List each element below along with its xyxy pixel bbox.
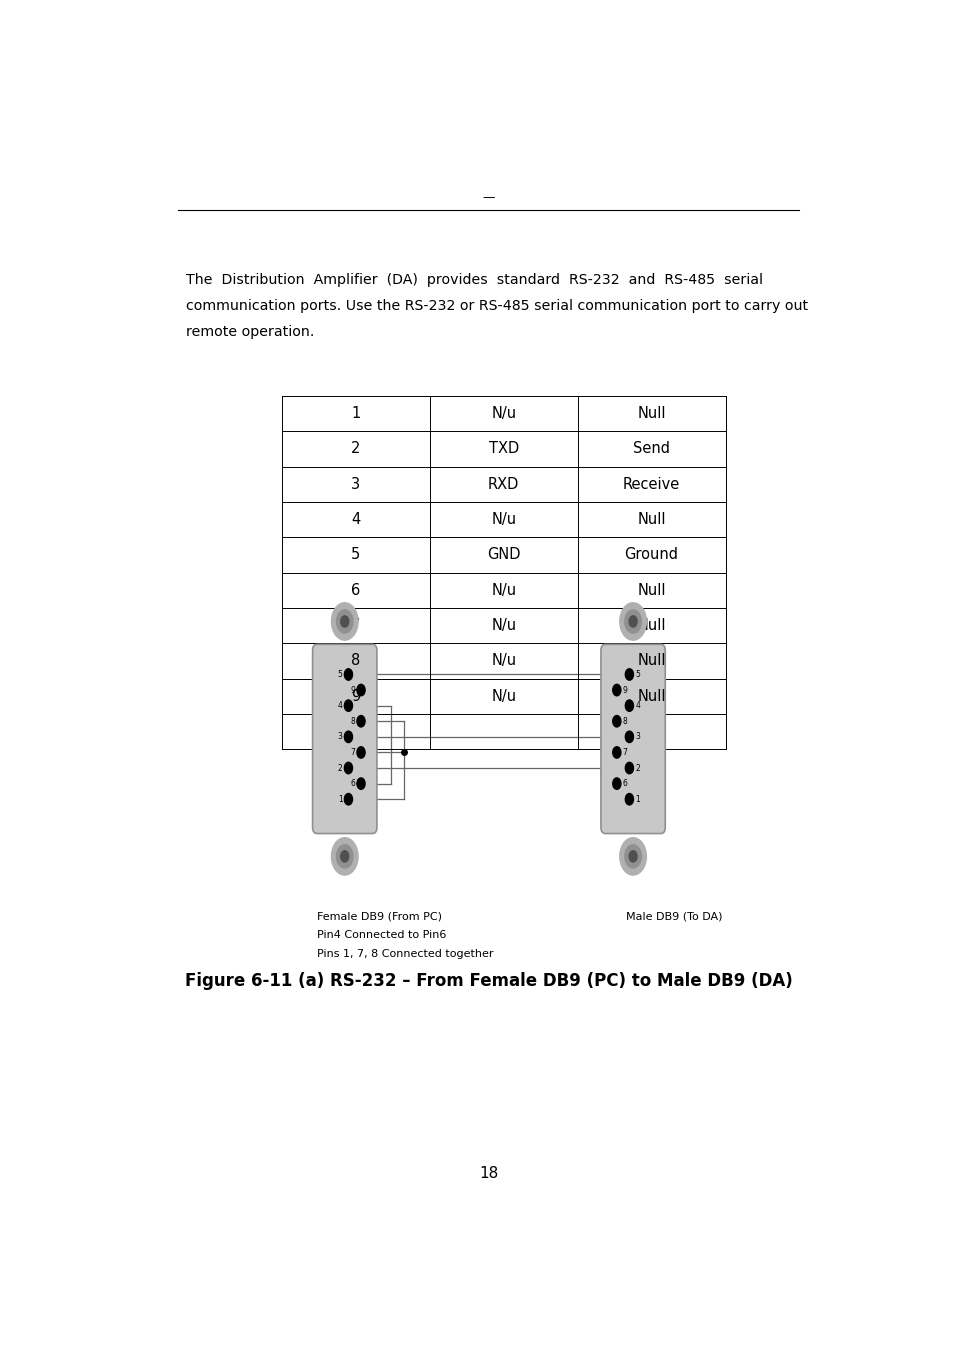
Circle shape	[612, 747, 620, 759]
Text: Send: Send	[633, 441, 669, 456]
Circle shape	[619, 837, 646, 875]
Text: 2: 2	[351, 441, 360, 456]
Text: 1: 1	[337, 795, 342, 803]
Text: —: —	[482, 190, 495, 204]
Text: 8: 8	[350, 717, 355, 726]
Text: Null: Null	[637, 512, 665, 526]
Text: 8: 8	[622, 717, 627, 726]
Text: 7: 7	[351, 618, 360, 633]
Text: N/u: N/u	[491, 512, 516, 526]
Circle shape	[624, 763, 633, 774]
Text: Male DB9 (To DA): Male DB9 (To DA)	[625, 911, 721, 922]
Text: Female DB9 (From PC): Female DB9 (From PC)	[316, 911, 441, 922]
Text: 3: 3	[337, 732, 342, 741]
Circle shape	[356, 684, 365, 695]
Text: N/u: N/u	[491, 688, 516, 703]
Text: 4: 4	[351, 512, 360, 526]
Text: Pins 1, 7, 8 Connected together: Pins 1, 7, 8 Connected together	[316, 949, 493, 958]
Text: Figure 6-11 (a) RS-232 – From Female DB9 (PC) to Male DB9 (DA): Figure 6-11 (a) RS-232 – From Female DB9…	[185, 972, 792, 990]
Circle shape	[624, 732, 633, 742]
Circle shape	[344, 732, 353, 742]
Circle shape	[612, 716, 620, 726]
Text: Null: Null	[637, 618, 665, 633]
Text: 9: 9	[622, 686, 627, 694]
Circle shape	[340, 850, 349, 863]
FancyBboxPatch shape	[313, 644, 376, 833]
Text: Null: Null	[637, 583, 665, 598]
Text: 1: 1	[635, 795, 639, 803]
Text: TXD: TXD	[488, 441, 518, 456]
Text: 3: 3	[635, 732, 639, 741]
Circle shape	[356, 778, 365, 790]
Text: 9: 9	[351, 688, 360, 703]
Circle shape	[331, 602, 357, 640]
Circle shape	[624, 610, 640, 633]
Circle shape	[628, 616, 637, 626]
Text: 5: 5	[337, 670, 342, 679]
Text: 6: 6	[350, 779, 355, 788]
Circle shape	[624, 699, 633, 711]
Circle shape	[619, 602, 646, 640]
Text: Null: Null	[637, 653, 665, 668]
Text: 6: 6	[622, 779, 627, 788]
Text: N/u: N/u	[491, 618, 516, 633]
Circle shape	[344, 699, 353, 711]
Text: 5: 5	[351, 548, 360, 563]
FancyBboxPatch shape	[600, 644, 664, 833]
Text: 7: 7	[622, 748, 627, 757]
Text: Receive: Receive	[622, 477, 679, 491]
Text: 1: 1	[351, 406, 360, 421]
Circle shape	[336, 610, 353, 633]
Circle shape	[336, 845, 353, 868]
Text: 3: 3	[351, 477, 360, 491]
Circle shape	[624, 668, 633, 680]
Circle shape	[612, 684, 620, 695]
Text: 5: 5	[635, 670, 639, 679]
Text: communication ports. Use the RS-232 or RS-485 serial communication port to carry: communication ports. Use the RS-232 or R…	[186, 300, 807, 313]
Text: N/u: N/u	[491, 653, 516, 668]
Text: N/u: N/u	[491, 406, 516, 421]
Circle shape	[628, 850, 637, 863]
Circle shape	[624, 845, 640, 868]
Text: Pin4 Connected to Pin6: Pin4 Connected to Pin6	[316, 930, 446, 940]
Text: Null: Null	[637, 406, 665, 421]
Text: Null: Null	[637, 688, 665, 703]
Text: 2: 2	[337, 764, 342, 772]
Circle shape	[356, 747, 365, 759]
Text: The  Distribution  Amplifier  (DA)  provides  standard  RS-232  and  RS-485  ser: The Distribution Amplifier (DA) provides…	[186, 273, 762, 288]
Text: 7: 7	[350, 748, 355, 757]
Text: 4: 4	[635, 701, 639, 710]
Text: RXD: RXD	[488, 477, 518, 491]
Text: 4: 4	[337, 701, 342, 710]
Text: 6: 6	[351, 583, 360, 598]
Circle shape	[331, 837, 357, 875]
Text: Ground: Ground	[624, 548, 678, 563]
Text: GND: GND	[486, 548, 520, 563]
Circle shape	[624, 794, 633, 805]
Text: 2: 2	[635, 764, 639, 772]
Circle shape	[344, 794, 353, 805]
Text: 18: 18	[478, 1166, 498, 1181]
Circle shape	[356, 716, 365, 726]
Text: 9: 9	[350, 686, 355, 694]
Circle shape	[344, 763, 353, 774]
Circle shape	[340, 616, 349, 626]
Text: N/u: N/u	[491, 583, 516, 598]
Text: remote operation.: remote operation.	[186, 325, 314, 339]
Circle shape	[612, 778, 620, 790]
Text: 8: 8	[351, 653, 360, 668]
Circle shape	[344, 668, 353, 680]
